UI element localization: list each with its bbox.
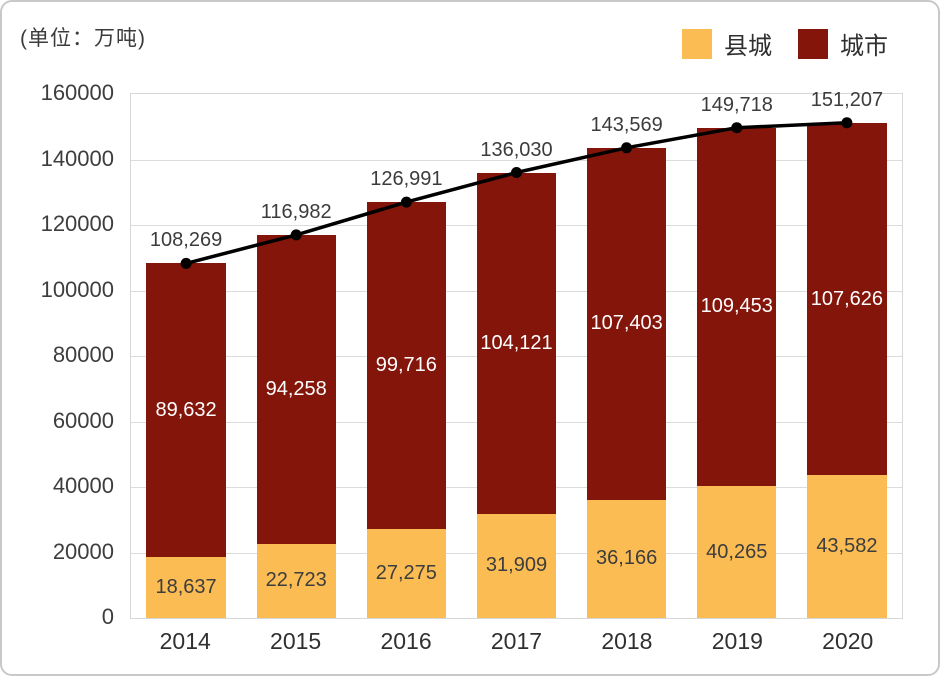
city-value-label: 89,632 [155,398,217,421]
y-tick-label: 160000 [40,80,114,105]
x-axis: 2014 2015 2016 2017 2018 2019 2020 [130,628,903,662]
city-value-label: 99,716 [375,353,437,376]
bar-slot-2017: 104,121 31,909 [461,94,571,618]
plot-area: 89,632 18,637 94,258 22,723 99,716 27,275 104,… [130,89,903,619]
city-value-label: 107,403 [590,312,663,335]
bar-segment-city-2017: 104,121 [476,172,557,514]
city-value-label: 94,258 [265,377,327,400]
legend-label-city: 城市 [840,33,888,60]
city-value-label: 107,626 [810,287,884,310]
x-tick-label-2018: 2018 [601,628,653,654]
bar-segment-city-2015: 94,258 [256,234,336,544]
city-value-label: 109,453 [700,295,773,318]
bar-slot-2015: 94,258 22,723 [241,94,351,618]
y-tick-label: 120000 [40,211,114,236]
total-value-label-2016: 126,991 [370,168,443,191]
legend-label-county: 县城 [724,33,772,60]
x-tick-label-2020: 2020 [822,628,874,654]
y-tick-label: 0 [101,604,114,629]
bar-series: 89,632 18,637 94,258 22,723 99,716 27,275 104,… [131,94,902,618]
legend-item-city: 城市 [798,26,888,61]
bar-segment-county-2014: 18,637 [146,556,226,618]
bar-stack-2014: 89,632 18,637 [146,94,226,618]
county-value-label: 18,637 [155,575,217,598]
bar-stack-2015: 94,258 22,723 [256,94,336,618]
total-value-label-2017: 136,030 [480,138,553,161]
y-tick-label: 40000 [52,473,114,498]
y-tick-label: 140000 [40,145,114,171]
bar-stack-2019: 109,453 40,265 [697,94,777,618]
total-value-label-2019: 149,718 [700,93,773,116]
total-value-label-2018: 143,569 [590,113,663,136]
bar-slot-2020: 107,626 43,582 [792,94,902,618]
bar-segment-city-2014: 89,632 [146,263,226,557]
bar-segment-county-2015: 22,723 [256,543,336,618]
city-color-swatch [798,28,828,59]
unit-label: (单位：万吨) [20,27,146,50]
bar-segment-county-2017: 31,909 [476,513,557,618]
bar-segment-county-2020: 43,582 [807,475,887,618]
county-value-label: 31,909 [485,554,548,577]
x-tick-label-2016: 2016 [380,628,432,654]
county-value-label: 27,275 [375,561,437,584]
city-value-label: 104,121 [480,331,553,354]
legend-item-county: 县城 [682,26,772,61]
bar-stack-2017: 104,121 31,909 [476,94,557,618]
bar-slot-2018: 107,403 36,166 [572,94,682,618]
bar-segment-county-2016: 27,275 [366,528,446,618]
y-tick-label: 100000 [40,276,114,302]
county-color-swatch [682,28,712,59]
county-value-label: 43,582 [816,535,878,558]
total-value-label-2014: 108,269 [149,229,223,252]
y-axis: 0 20000 40000 60000 80000 100000 120000 140000 1… [2,80,114,629]
total-value-label-2015: 116,982 [260,200,332,223]
county-value-label: 36,166 [596,547,658,570]
y-tick-label: 80000 [52,342,114,367]
bar-stack-2020: 107,626 43,582 [807,94,887,618]
x-tick-label-2019: 2019 [711,628,763,654]
bar-segment-city-2019: 109,453 [697,127,777,487]
x-tick-label-2017: 2017 [490,628,543,654]
bar-slot-2019: 109,453 40,265 [682,94,792,618]
y-tick-label: 60000 [52,407,114,433]
bar-segment-city-2016: 99,716 [366,202,446,529]
bar-slot-2014: 89,632 18,637 [131,94,241,618]
bar-segment-city-2020: 107,626 [807,122,887,476]
bar-segment-city-2018: 107,403 [586,147,667,500]
county-value-label: 40,265 [706,540,768,563]
total-value-label-2020: 151,207 [810,88,884,111]
y-tick-label: 20000 [52,538,114,564]
legend: 县城 城市 [682,26,888,61]
bar-segment-county-2018: 36,166 [586,499,667,618]
county-value-label: 22,723 [265,569,327,592]
x-tick-label-2015: 2015 [270,628,322,654]
bar-segment-county-2019: 40,265 [697,486,777,618]
x-tick-label-2014: 2014 [159,628,211,654]
bar-stack-2018: 107,403 36,166 [586,94,667,618]
